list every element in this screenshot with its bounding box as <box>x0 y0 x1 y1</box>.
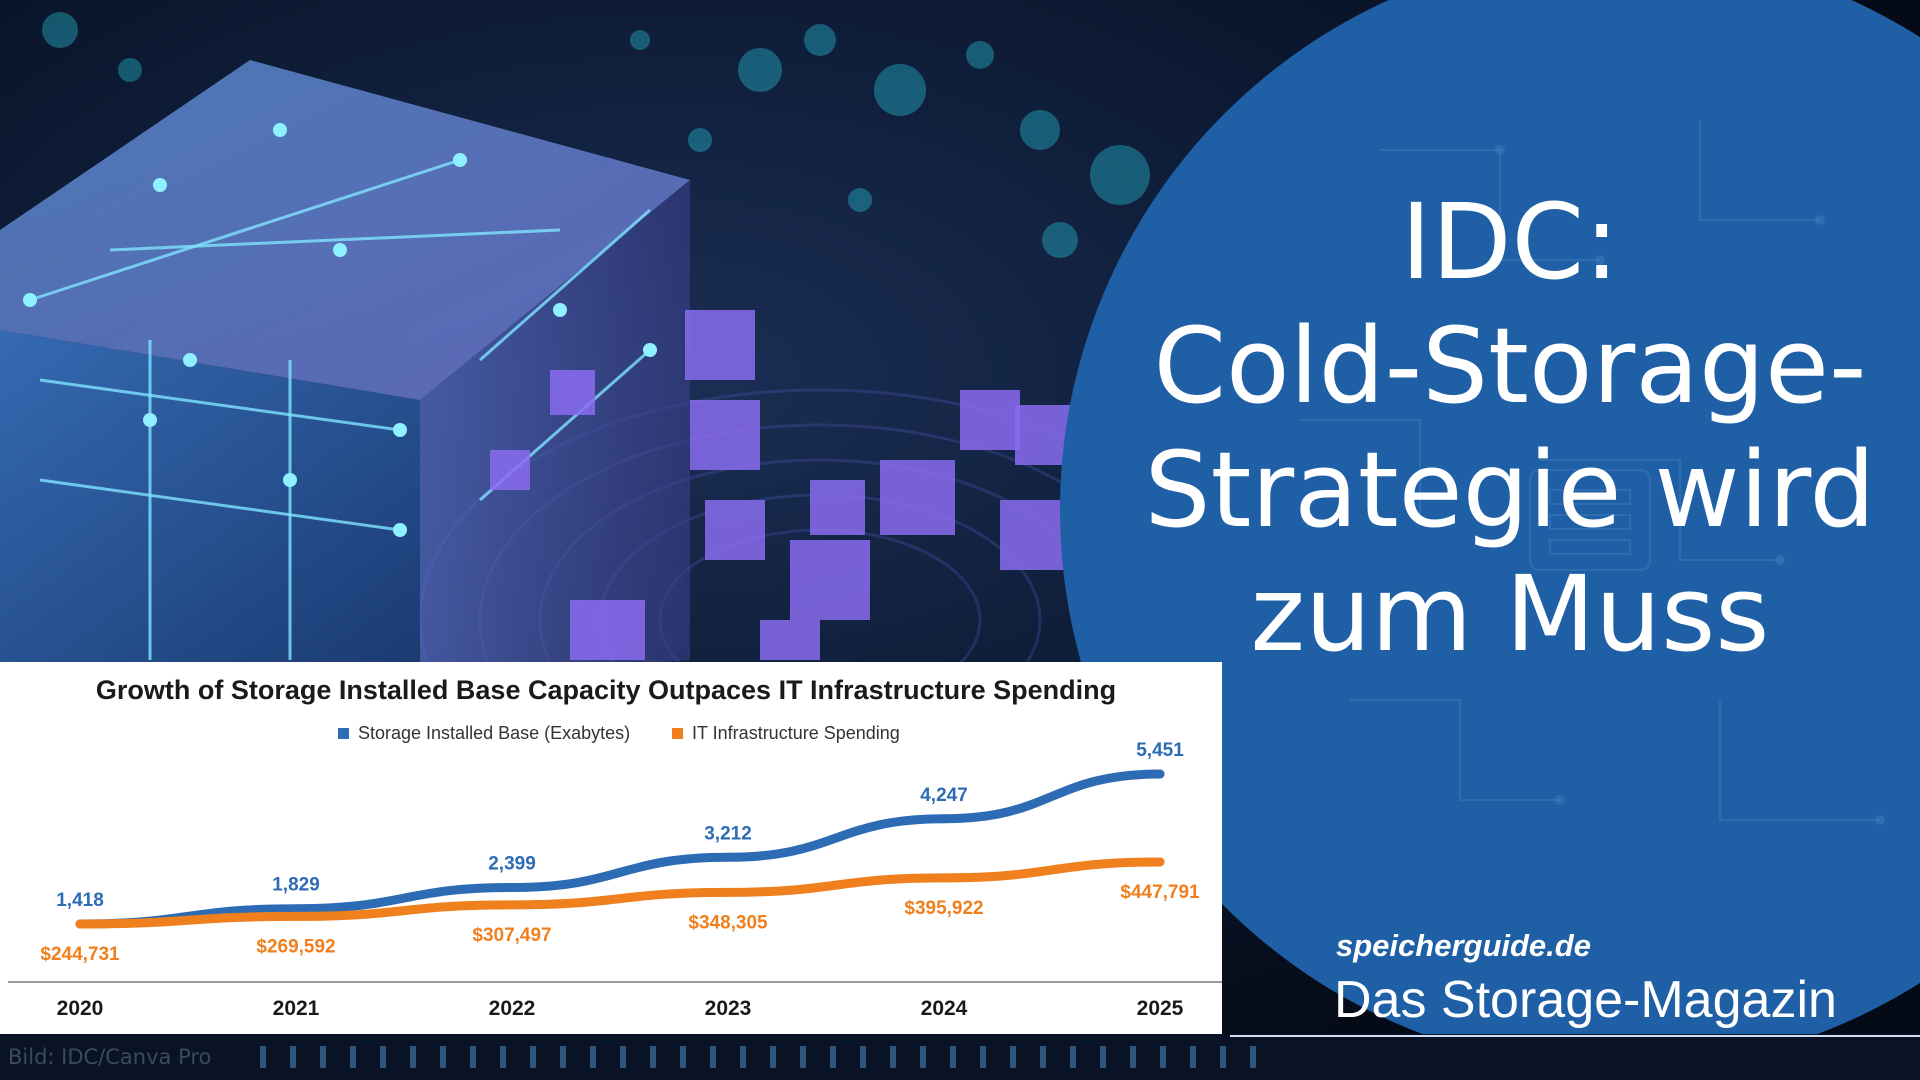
image-credit: Bild: IDC/Canva Pro <box>8 1045 212 1069</box>
legend-label-1: IT Infrastructure Spending <box>692 723 900 743</box>
series-line-1 <box>75 857 1165 929</box>
series-point-1-3 <box>723 887 733 897</box>
data-label-1-4: $395,922 <box>904 898 983 919</box>
bottom-strip <box>0 1034 1920 1080</box>
x-tick-label-4: 2024 <box>921 997 968 1020</box>
bottom-strip-dots <box>260 1046 1256 1068</box>
headline-line-2: Cold-Storage- <box>1153 305 1867 427</box>
series-point-1-1 <box>291 911 301 921</box>
series-point-1-0 <box>75 919 85 929</box>
headline-line-1: IDC: <box>1400 181 1620 303</box>
data-label-1-5: $447,791 <box>1120 882 1200 903</box>
series-point-0-5 <box>1155 769 1165 779</box>
data-label-0-4: 4,247 <box>920 785 968 806</box>
circuit-pattern <box>1300 120 1880 821</box>
x-axis-ticks: 2020 2021 2022 2023 2024 2025 <box>57 997 1184 1020</box>
series-point-0-3 <box>723 852 733 862</box>
data-label-0-1: 1,829 <box>272 875 320 896</box>
brand-site: speicherguide.de <box>1336 928 1591 963</box>
series-point-0-2 <box>507 883 517 893</box>
headline-line-3: Strategie wird <box>1144 429 1876 551</box>
data-label-0-5: 5,451 <box>1136 740 1184 761</box>
headline: IDC: Cold-Storage- Strategie wird zum Mu… <box>1110 180 1910 676</box>
data-label-0-2: 2,399 <box>488 854 536 875</box>
bokeh-dots <box>42 12 1150 258</box>
series-point-0-1 <box>291 904 301 914</box>
chart-panel: Growth of Storage Installed Base Capacit… <box>0 662 1222 1034</box>
data-label-1-1: $269,592 <box>256 936 335 957</box>
glass-cube-illustration <box>0 60 690 680</box>
small-cubes <box>490 310 1075 660</box>
chart-title: Growth of Storage Installed Base Capacit… <box>96 675 1116 705</box>
circuit-dots <box>1415 145 1885 825</box>
series-point-1-4 <box>939 873 949 883</box>
x-tick-label-2: 2022 <box>489 997 536 1020</box>
x-tick-label-1: 2021 <box>273 997 320 1020</box>
series-line-0 <box>75 769 1165 929</box>
legend-swatch-0 <box>338 728 349 739</box>
data-label-0-3: 3,212 <box>704 823 752 844</box>
x-tick-label-3: 2023 <box>705 997 752 1020</box>
data-label-1-3: $348,305 <box>688 912 768 933</box>
series-point-1-2 <box>507 900 517 910</box>
chart-legend: Storage Installed Base (Exabytes) IT Infr… <box>338 723 900 743</box>
series-point-0-4 <box>939 814 949 824</box>
series-point-1-5 <box>1155 857 1165 867</box>
legend-label-0: Storage Installed Base (Exabytes) <box>358 723 630 743</box>
chart-series <box>75 769 1165 929</box>
data-label-1-2: $307,497 <box>472 925 551 946</box>
x-tick-label-5: 2025 <box>1137 997 1184 1020</box>
brand-tagline: Das Storage-Magazin <box>1334 971 1837 1029</box>
headline-circle <box>1060 0 1920 1070</box>
data-label-1-0: $244,731 <box>40 944 120 965</box>
line-chart: Growth of Storage Installed Base Capacit… <box>8 675 1222 1020</box>
chart-data-labels: 1,418 1,829 2,399 3,212 4,247 5,451 $244,731 $2… <box>40 740 1200 965</box>
data-label-0-0: 1,418 <box>56 890 104 911</box>
legend-swatch-1 <box>672 728 683 739</box>
headline-line-4: zum Muss <box>1250 553 1770 675</box>
x-tick-label-0: 2020 <box>57 997 104 1020</box>
